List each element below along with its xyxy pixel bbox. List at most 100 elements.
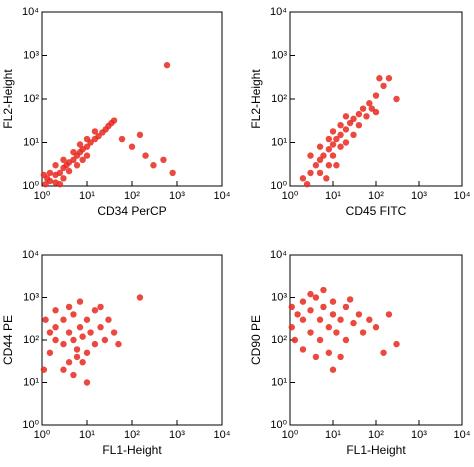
x-tick-label: 10⁰ [282,429,299,441]
point [169,169,176,177]
point [307,290,314,298]
point [372,324,380,331]
point [307,169,314,177]
point [316,336,324,344]
point [105,316,112,323]
point [337,353,344,361]
y-tick-label: 10¹ [23,136,39,148]
point [163,61,171,69]
point [150,162,157,169]
point [355,110,363,118]
x-tick-label: 10² [368,190,384,202]
point [65,303,73,311]
point [76,298,84,305]
y-tick-label: 10⁰ [22,180,39,192]
point [366,100,373,107]
x-tick-label: 10⁰ [34,429,51,441]
y-tick-label: 10¹ [271,136,287,148]
x-tick-label: 10³ [169,190,185,202]
point [385,311,393,318]
x-tick-label: 10² [124,190,140,202]
y-tick-label: 10¹ [271,376,287,388]
point [299,298,307,305]
plot-frame [289,11,463,187]
y-tick-label: 10³ [271,291,287,303]
point [288,324,295,331]
point [372,108,380,116]
y-tick-label: 10² [271,93,287,105]
y-axis-title: CD90 PE [249,315,263,365]
point [307,329,314,336]
y-axis-title: FL2-Height [249,69,263,129]
point [136,294,144,301]
point [76,324,84,331]
point [52,307,59,314]
point [307,152,314,159]
point [376,75,383,82]
x-tick-label: 10¹ [325,429,341,441]
point [320,286,327,294]
x-tick-label: 10¹ [79,190,95,202]
point [83,379,91,386]
point [110,329,118,336]
y-tick-label: 10⁴ [270,6,287,18]
point [83,152,91,159]
x-axis-title: FL1-Height [102,443,162,457]
point [307,307,314,314]
x-tick-label: 10⁰ [282,190,299,202]
x-tick-label: 10⁴ [214,190,231,202]
point [136,131,144,139]
point [366,316,373,323]
point [46,349,54,356]
y-tick-label: 10¹ [23,376,39,388]
x-tick-label: 10² [124,429,140,441]
point [60,156,67,164]
point [110,117,118,124]
point [393,340,400,348]
point [355,311,363,318]
point [325,146,333,153]
point [329,311,337,318]
point [355,121,363,129]
point [83,316,91,323]
point [60,366,67,373]
point [299,316,307,323]
point [323,175,330,182]
point [350,319,357,327]
point [316,143,324,150]
point [329,152,337,159]
point [325,162,333,169]
point [342,303,350,311]
point [385,75,393,82]
point [56,169,64,177]
x-axis-title: CD45 FITC [346,204,407,218]
point [142,152,149,159]
point [299,346,307,353]
point [316,169,324,177]
y-tick-label: 10³ [23,291,39,303]
point [329,298,337,305]
point [363,113,370,120]
point [303,180,311,188]
point [46,329,54,336]
point [350,131,357,139]
point [359,105,367,112]
point [312,162,320,169]
point [329,141,337,148]
y-tick-label: 10² [23,93,39,105]
point [52,336,59,344]
y-tick-label: 10³ [271,49,287,61]
x-tick-label: 10³ [411,429,427,441]
point [312,294,320,301]
point [325,324,333,331]
point [70,311,77,318]
x-tick-label: 10⁴ [454,429,471,441]
x-tick-label: 10³ [169,429,185,441]
point [160,156,167,164]
x-tick-label: 10³ [411,190,427,202]
point [115,340,122,348]
y-tick-label: 10² [271,334,287,346]
point [312,353,320,361]
point [60,316,67,323]
